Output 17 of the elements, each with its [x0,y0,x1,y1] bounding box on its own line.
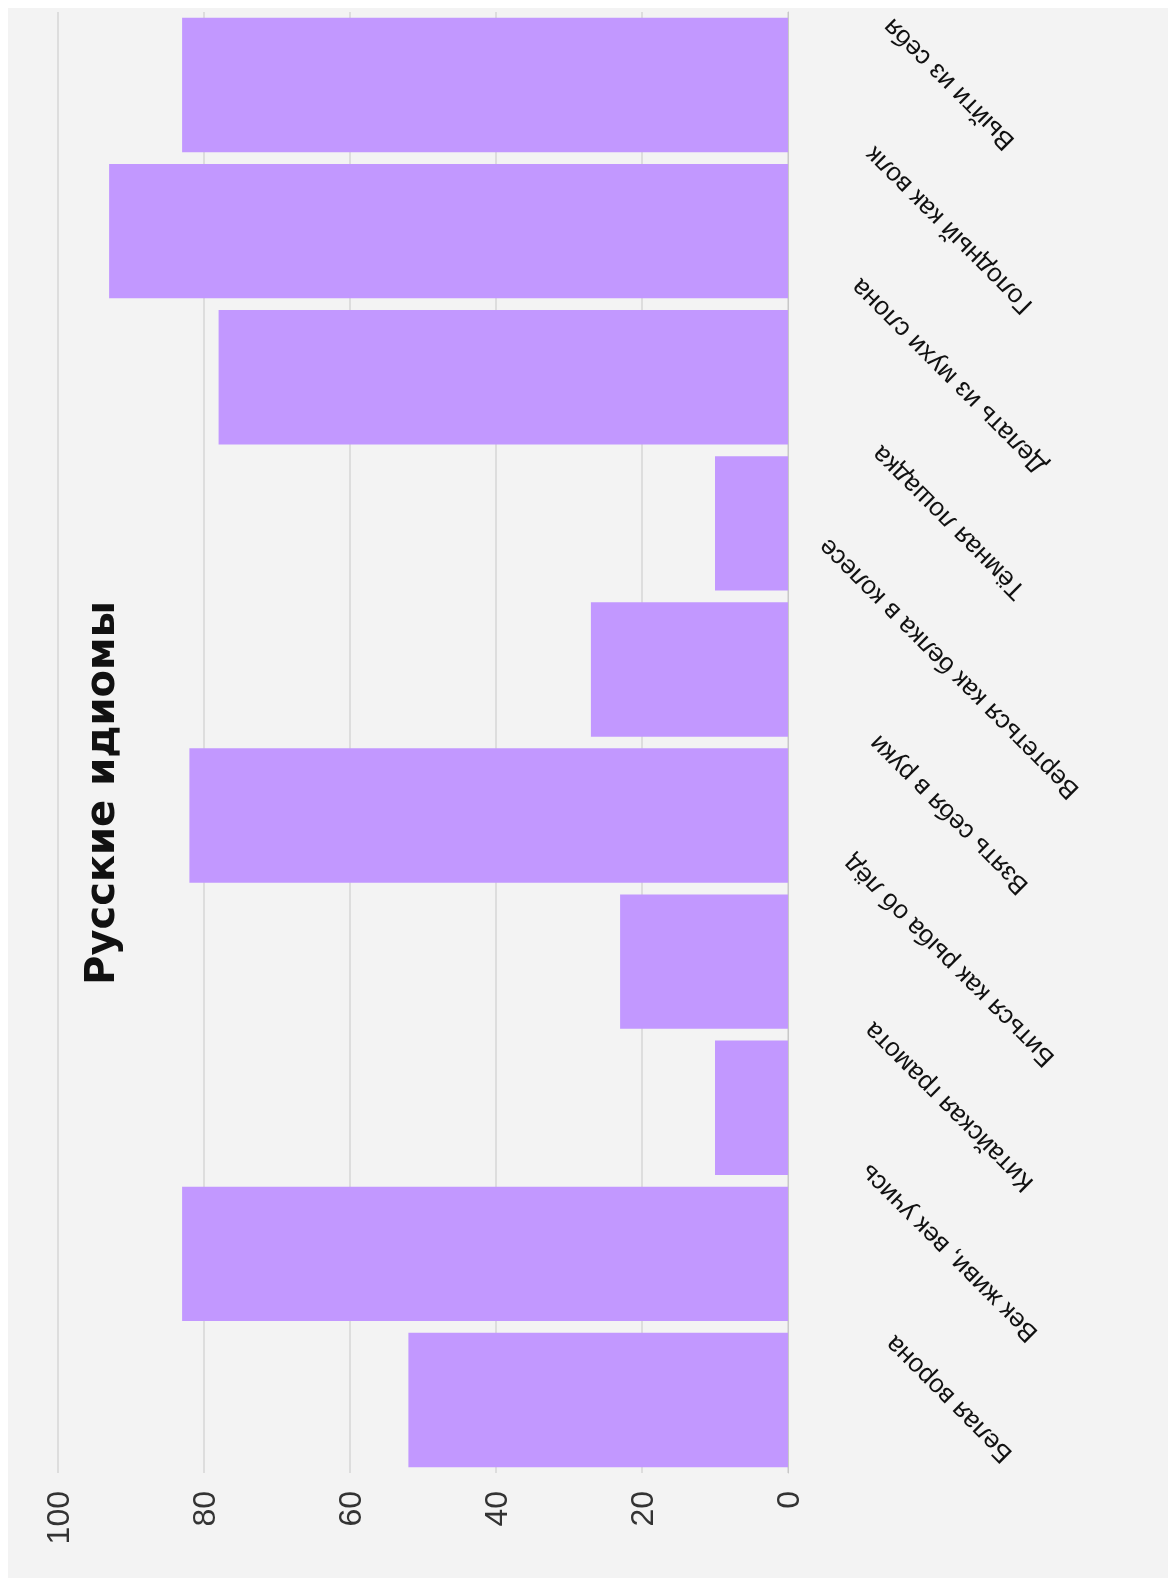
bar [218,310,788,445]
bar [715,1040,788,1175]
x-tick-label: 60 [332,1491,368,1527]
bar [408,1332,788,1468]
bar [109,163,788,299]
bar [590,602,788,737]
x-tick-label: 80 [186,1491,222,1527]
bar [182,17,788,153]
bar [715,456,788,591]
bar [189,748,788,883]
bar [182,1186,788,1322]
x-tick-label: 40 [478,1491,514,1527]
x-tick-label: 0 [770,1491,806,1509]
text: Русские идиомы [77,601,123,985]
bar [620,894,788,1029]
x-tick-label: 20 [624,1491,660,1527]
x-tick-label: 100 [40,1491,76,1545]
